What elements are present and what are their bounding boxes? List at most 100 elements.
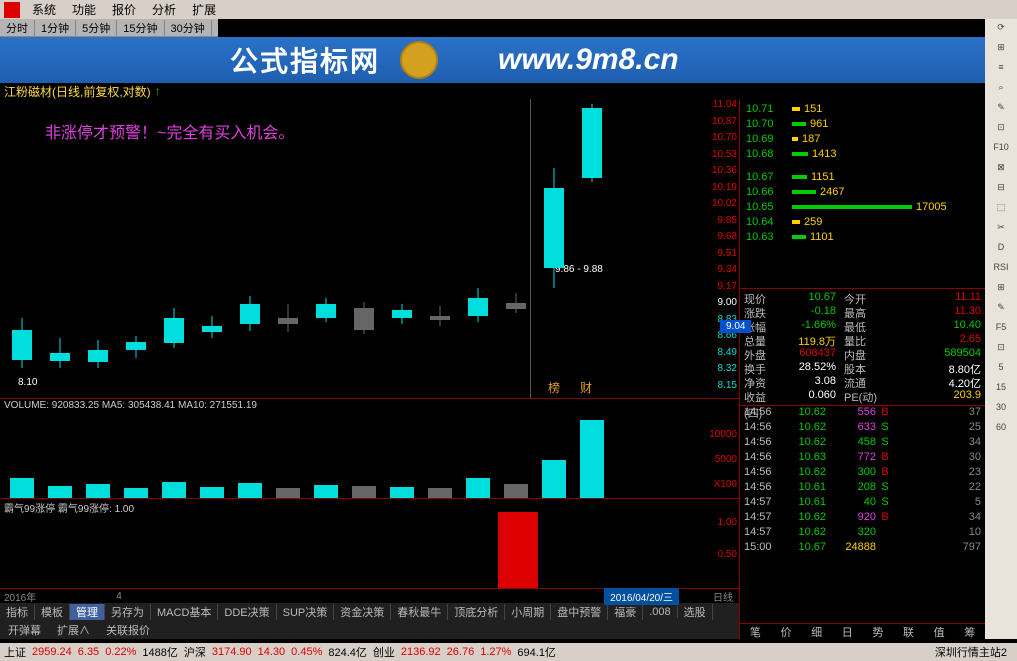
toolbar-icon-12[interactable]: RSI xyxy=(991,262,1011,280)
toolbar-icon-11[interactable]: D xyxy=(991,242,1011,260)
volume-bar[interactable] xyxy=(466,478,490,498)
candle[interactable] xyxy=(162,98,186,398)
candle-chart[interactable]: 非涨停才预警！~完全有买入机会。 9.86 - 9.88 8.10 榜 财 11… xyxy=(0,99,739,399)
volume-bar[interactable] xyxy=(428,488,452,498)
candle[interactable] xyxy=(200,98,224,398)
ladder-row[interactable]: 10.6517005 xyxy=(746,199,979,214)
candle[interactable] xyxy=(466,98,490,398)
tab-10[interactable]: 小周期 xyxy=(505,604,551,620)
tab-11[interactable]: 盘中预警 xyxy=(551,604,608,620)
tab-7[interactable]: 资金决策 xyxy=(334,604,391,620)
server-label[interactable]: 深圳行情主站2 xyxy=(935,644,1007,660)
trade-row[interactable]: 14:5610.62556B37 xyxy=(744,406,981,421)
tab-5[interactable]: DDE决策 xyxy=(218,604,276,620)
candle[interactable] xyxy=(48,98,72,398)
toolbar-icon-19[interactable]: 30 xyxy=(991,402,1011,420)
menu-function[interactable]: 功能 xyxy=(64,1,104,18)
candle[interactable] xyxy=(542,98,566,398)
candle[interactable] xyxy=(124,98,148,398)
tf-tick[interactable]: 分时 xyxy=(0,20,35,36)
btab-0[interactable]: 开弹幕 xyxy=(0,622,49,638)
tf-30m[interactable]: 30分钟 xyxy=(165,20,212,36)
menu-extend[interactable]: 扩展 xyxy=(184,1,224,18)
tab-13[interactable]: .008 xyxy=(643,606,677,618)
candle[interactable] xyxy=(86,98,110,398)
volume-bar[interactable] xyxy=(580,420,604,498)
candle[interactable] xyxy=(314,98,338,398)
ladder-row[interactable]: 10.671151 xyxy=(746,169,979,184)
volume-bar[interactable] xyxy=(314,485,338,498)
rtab-3[interactable]: 日 xyxy=(832,624,863,639)
tab-9[interactable]: 顶底分析 xyxy=(448,604,505,620)
tab-0[interactable]: 指标 xyxy=(0,604,35,620)
volume-bar[interactable] xyxy=(162,482,186,498)
ladder-row[interactable]: 10.69187 xyxy=(746,131,979,146)
ladder-row[interactable]: 10.681413 xyxy=(746,146,979,161)
ladder-row[interactable]: 10.631101 xyxy=(746,229,979,244)
toolbar-icon-10[interactable]: ✂ xyxy=(991,222,1011,240)
tab-6[interactable]: SUP决策 xyxy=(277,604,335,620)
candle[interactable] xyxy=(390,98,414,398)
menu-quote[interactable]: 报价 xyxy=(104,1,144,18)
ladder-row[interactable] xyxy=(746,161,979,169)
volume-bar[interactable] xyxy=(276,488,300,498)
toolbar-icon-2[interactable]: ≡ xyxy=(991,62,1011,80)
trade-row[interactable]: 14:5710.62920B34 xyxy=(744,511,981,526)
toolbar-icon-5[interactable]: ⊡ xyxy=(991,122,1011,140)
btab-1[interactable]: 扩展∧ xyxy=(49,622,98,638)
rtab-1[interactable]: 价 xyxy=(771,624,802,639)
volume-bar[interactable] xyxy=(352,486,376,498)
rtab-0[interactable]: 笔 xyxy=(740,624,771,639)
volume-bar[interactable] xyxy=(238,483,262,498)
toolbar-icon-3[interactable]: ⌕ xyxy=(991,82,1011,100)
volume-chart[interactable]: VOLUME: 920833.25 MA5: 305438.41 MA10: 2… xyxy=(0,399,739,499)
candle[interactable] xyxy=(276,98,300,398)
candle[interactable] xyxy=(504,98,528,398)
toolbar-icon-8[interactable]: ⊟ xyxy=(991,182,1011,200)
toolbar-icon-14[interactable]: ✎ xyxy=(991,302,1011,320)
toolbar-icon-1[interactable]: ⊞ xyxy=(991,42,1011,60)
trade-row[interactable]: 14:5610.62458S34 xyxy=(744,436,981,451)
volume-bar[interactable] xyxy=(542,460,566,498)
volume-bar[interactable] xyxy=(504,484,528,498)
tab-4[interactable]: MACD基本 xyxy=(151,604,218,620)
trade-row[interactable]: 14:5610.62300B23 xyxy=(744,466,981,481)
toolbar-icon-17[interactable]: 5 xyxy=(991,362,1011,380)
price-ladder[interactable]: 10.7115110.7096110.6918710.681413 10.6711… xyxy=(740,99,985,289)
sh-index[interactable]: 2959.24 xyxy=(32,646,72,658)
toolbar-icon-6[interactable]: F10 xyxy=(991,142,1011,160)
toolbar-icon-13[interactable]: ⊞ xyxy=(991,282,1011,300)
toolbar-icon-20[interactable]: 60 xyxy=(991,422,1011,440)
ladder-row[interactable]: 10.64259 xyxy=(746,214,979,229)
trade-row[interactable]: 14:5710.6140S5 xyxy=(744,496,981,511)
ladder-row[interactable]: 10.70961 xyxy=(746,116,979,131)
rtab-6[interactable]: 值 xyxy=(924,624,955,639)
tab-12[interactable]: 福豪 xyxy=(608,604,643,620)
rtab-4[interactable]: 势 xyxy=(863,624,894,639)
candle[interactable] xyxy=(428,98,452,398)
toolbar-icon-0[interactable]: ⟳ xyxy=(991,22,1011,40)
sz-index[interactable]: 3174.90 xyxy=(212,646,252,658)
tab-8[interactable]: 春秋最牛 xyxy=(391,604,448,620)
cy-index[interactable]: 2136.92 xyxy=(401,646,441,658)
ladder-row[interactable]: 10.662467 xyxy=(746,184,979,199)
btab-2[interactable]: 关联报价 xyxy=(98,622,158,638)
tf-15m[interactable]: 15分钟 xyxy=(117,20,164,36)
candle[interactable] xyxy=(10,98,34,398)
candle[interactable] xyxy=(352,98,376,398)
ladder-row[interactable]: 10.71151 xyxy=(746,101,979,116)
trade-row[interactable]: 14:5710.6232010 xyxy=(744,526,981,541)
volume-bar[interactable] xyxy=(390,487,414,498)
toolbar-icon-4[interactable]: ✎ xyxy=(991,102,1011,120)
toolbar-icon-16[interactable]: ⊡ xyxy=(991,342,1011,360)
volume-bar[interactable] xyxy=(48,486,72,498)
tab-2[interactable]: 管理 xyxy=(70,604,105,620)
volume-bar[interactable] xyxy=(86,484,110,498)
tf-1m[interactable]: 1分钟 xyxy=(35,20,76,36)
trade-row[interactable]: 14:5610.63772B30 xyxy=(744,451,981,466)
indicator-chart[interactable]: 霸气99涨停 霸气99涨停: 1.00 1.00 0.50 xyxy=(0,499,739,589)
trade-list[interactable]: 14:5610.62556B3714:5610.62633S2514:5610.… xyxy=(740,406,985,623)
volume-bar[interactable] xyxy=(10,478,34,498)
tab-3[interactable]: 另存为 xyxy=(105,604,151,620)
volume-bar[interactable] xyxy=(124,488,148,498)
